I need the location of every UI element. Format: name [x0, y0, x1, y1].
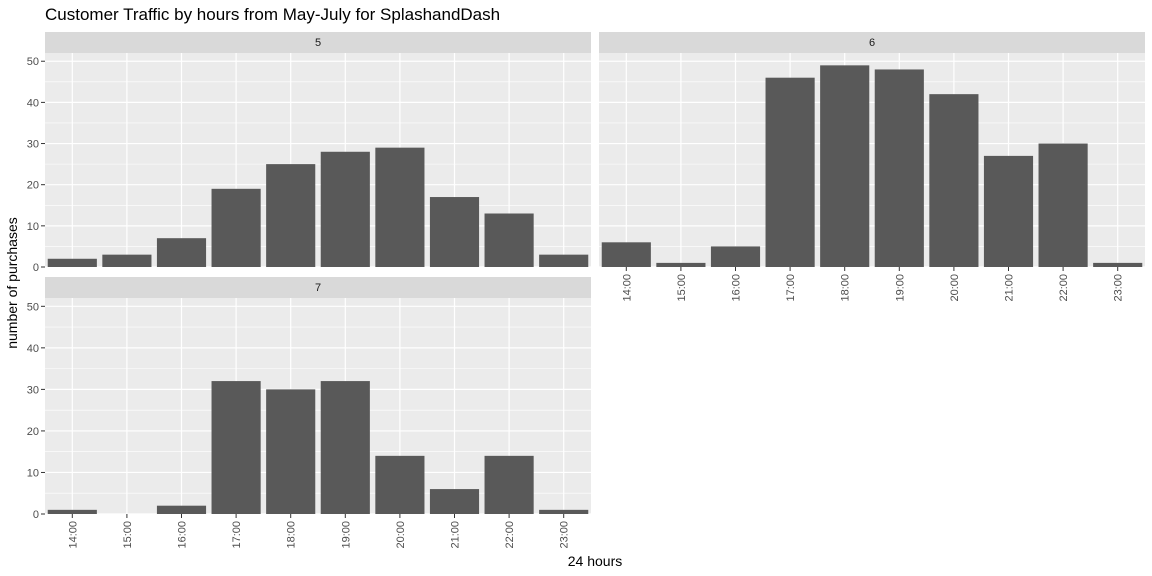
facet-strip-label: 7 — [315, 282, 321, 294]
bar-6-1500 — [656, 262, 706, 267]
bar-5-2100 — [429, 197, 480, 267]
x-tick-label: 20:00 — [395, 521, 407, 549]
bar-7-1600 — [156, 505, 207, 514]
bar-5-2000 — [375, 147, 425, 267]
y-tick-label: 40 — [27, 343, 39, 355]
x-tick-label: 14:00 — [621, 274, 633, 302]
bar-5-2300 — [539, 254, 589, 267]
facet-strip-label: 6 — [869, 37, 875, 49]
x-tick-label: 16:00 — [177, 521, 189, 549]
y-tick-label: 50 — [27, 301, 39, 313]
y-tick-label: 40 — [27, 97, 39, 109]
y-tick-label: 20 — [27, 180, 39, 192]
bar-5-1600 — [156, 238, 207, 267]
x-tick-label: 21:00 — [450, 521, 462, 549]
chart-title: Customer Traffic by hours from May-July … — [45, 5, 500, 24]
bar-7-2300 — [539, 509, 589, 514]
x-tick-label: 19:00 — [340, 521, 352, 549]
x-tick-label: 20:00 — [949, 274, 961, 302]
y-tick-label: 10 — [27, 221, 39, 233]
bar-7-1400 — [47, 509, 97, 514]
x-tick-label: 16:00 — [731, 274, 743, 302]
y-tick-label: 0 — [33, 509, 39, 521]
bar-6-2300 — [1093, 262, 1143, 267]
bar-6-2100 — [983, 155, 1034, 267]
facet-strip-label: 5 — [315, 37, 321, 49]
facet-strip — [45, 277, 591, 298]
y-tick-label: 30 — [27, 139, 39, 151]
bar-6-2000 — [929, 94, 979, 268]
y-tick-label: 0 — [33, 262, 39, 274]
bar-7-2100 — [429, 489, 480, 514]
bar-7-1900 — [320, 381, 370, 514]
y-tick-label: 50 — [27, 56, 39, 68]
facet-panel-6: 6 14:00 15:00 16:00 17:00 18:00 19:00 20:00 21:0… — [599, 32, 1145, 302]
bar-7-1800 — [266, 389, 316, 514]
facet-strip — [45, 32, 591, 53]
bar-6-1900 — [874, 69, 924, 267]
bar-5-1800 — [266, 164, 316, 267]
facet-panel-7: 7 0 10 20 30 40 50 14:00 15:00 16:00 17:00 18:00 19:… — [27, 277, 591, 549]
x-tick-label: 15:00 — [676, 274, 688, 302]
y-tick-label: 10 — [27, 467, 39, 479]
x-tick-label: 19:00 — [894, 274, 906, 302]
bar-6-2200 — [1038, 143, 1088, 267]
facet-strip — [599, 32, 1145, 53]
x-tick-label: 22:00 — [1058, 274, 1070, 302]
bar-6-1800 — [820, 65, 870, 267]
x-tick-label: 15:00 — [122, 521, 134, 549]
y-tick-label: 30 — [27, 384, 39, 396]
bar-6-1700 — [765, 77, 815, 267]
x-tick-label: 22:00 — [504, 521, 516, 549]
x-tick-label: 17:00 — [231, 521, 243, 549]
bar-5-2200 — [484, 213, 534, 267]
y-axis-title: number of purchases — [4, 217, 20, 349]
x-axis-title: 24 hours — [568, 553, 622, 569]
x-tick-label: 23:00 — [559, 521, 571, 549]
x-tick-label: 21:00 — [1004, 274, 1016, 302]
bar-6-1400 — [601, 242, 651, 267]
bar-5-1400 — [47, 258, 97, 267]
bar-5-1700 — [211, 188, 261, 267]
bar-5-1500 — [102, 254, 152, 267]
bar-7-2000 — [375, 455, 425, 514]
x-tick-label: 18:00 — [840, 274, 852, 302]
x-tick-label: 23:00 — [1113, 274, 1125, 302]
y-tick-label: 20 — [27, 426, 39, 438]
bar-7-1700 — [211, 381, 261, 514]
x-tick-label: 17:00 — [785, 274, 797, 302]
bar-7-2200 — [484, 455, 534, 514]
bar-6-1600 — [710, 246, 761, 267]
x-tick-label: 18:00 — [286, 521, 298, 549]
bar-5-1900 — [320, 151, 370, 267]
x-tick-label: 14:00 — [67, 521, 79, 549]
